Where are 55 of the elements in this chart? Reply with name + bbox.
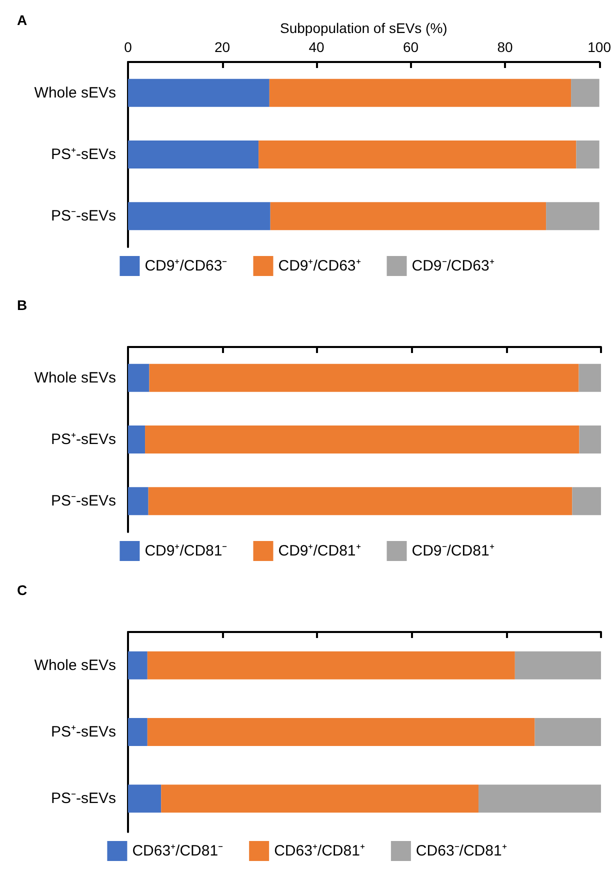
- bar: [478, 784, 601, 813]
- bar: [128, 426, 146, 454]
- bar: [161, 784, 478, 813]
- bar: [128, 364, 150, 392]
- bar: [128, 78, 270, 107]
- chart-title: B: [17, 297, 28, 313]
- legend-label: CD9⁻/CD81⁺: [412, 542, 494, 560]
- chart-title: C: [17, 582, 28, 598]
- bar: [145, 426, 580, 454]
- bar: [546, 202, 600, 230]
- bar: [514, 651, 601, 680]
- bar: [128, 202, 270, 230]
- bar: [270, 202, 546, 230]
- bar: [128, 784, 162, 813]
- x-axis-title: Subpopulation of sEVs (%): [280, 20, 448, 36]
- bar: [147, 651, 515, 680]
- bar: [579, 426, 601, 454]
- y-tick-label: PS⁺-sEVs: [50, 431, 116, 448]
- legend-label: CD63⁺/CD81⁺: [274, 842, 365, 860]
- bar: [258, 140, 576, 168]
- x-tick-label: 0: [124, 39, 132, 55]
- legend-label: CD9⁻/CD63⁺: [412, 258, 494, 274]
- x-tick-label: 80: [497, 39, 514, 55]
- x-tick-label: 100: [588, 39, 612, 55]
- bar: [572, 487, 601, 516]
- bar: [128, 140, 259, 168]
- legend-label: CD9⁺/CD63⁺: [278, 258, 361, 274]
- y-tick-label: Whole sEVs: [34, 84, 116, 102]
- legend-label: CD63⁻/CD81⁺: [416, 842, 507, 860]
- y-tick-label: Whole sEVs: [34, 369, 116, 386]
- x-tick-label: 20: [214, 39, 230, 55]
- legend-label: CD9⁺/CD63⁻: [144, 258, 228, 274]
- bar: [269, 78, 572, 107]
- bar: [571, 78, 600, 107]
- bar: [149, 364, 579, 392]
- y-tick-label: Whole sEVs: [34, 656, 116, 674]
- bar: [128, 651, 148, 680]
- y-tick-label: PS⁻-sEVs: [50, 790, 116, 808]
- y-tick-label: PS⁺-sEVs: [50, 146, 116, 163]
- x-tick-label: 60: [403, 39, 419, 55]
- y-tick-label: PS⁺-sEVs: [50, 724, 116, 740]
- chart-title: A: [17, 12, 28, 28]
- x-tick-label: 40: [308, 39, 325, 55]
- y-tick-label: PS⁻-sEVs: [50, 208, 116, 225]
- y-tick-label: PS⁻-sEVs: [50, 492, 116, 510]
- bar: [576, 140, 600, 168]
- bar: [128, 718, 148, 746]
- legend-label: CD9⁺/CD81⁺: [278, 542, 361, 560]
- bar: [147, 718, 535, 746]
- bar: [128, 487, 148, 516]
- bar: [148, 487, 572, 516]
- bar: [578, 364, 601, 392]
- bar: [534, 718, 601, 746]
- legend-label: CD63⁺/CD81⁻: [132, 842, 224, 860]
- legend-label: CD9⁺/CD81⁻: [144, 542, 228, 560]
